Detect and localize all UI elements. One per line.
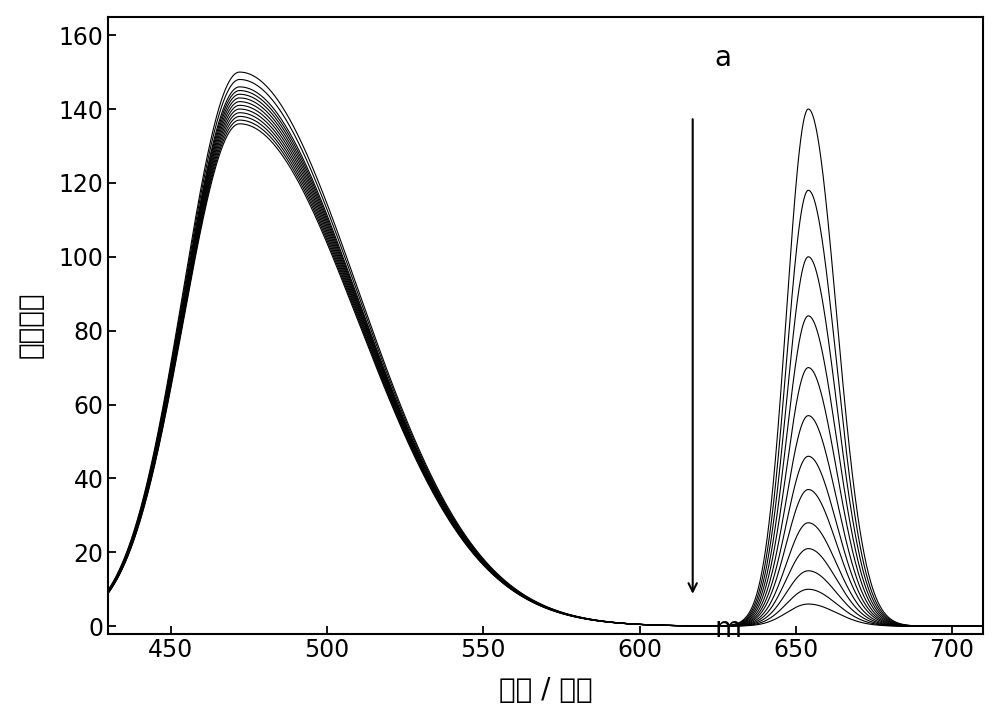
Text: m: m — [715, 615, 742, 643]
Y-axis label: 荧光强度: 荧光强度 — [17, 292, 45, 358]
Text: a: a — [715, 44, 732, 72]
X-axis label: 波长 / 纳米: 波长 / 纳米 — [499, 676, 593, 704]
